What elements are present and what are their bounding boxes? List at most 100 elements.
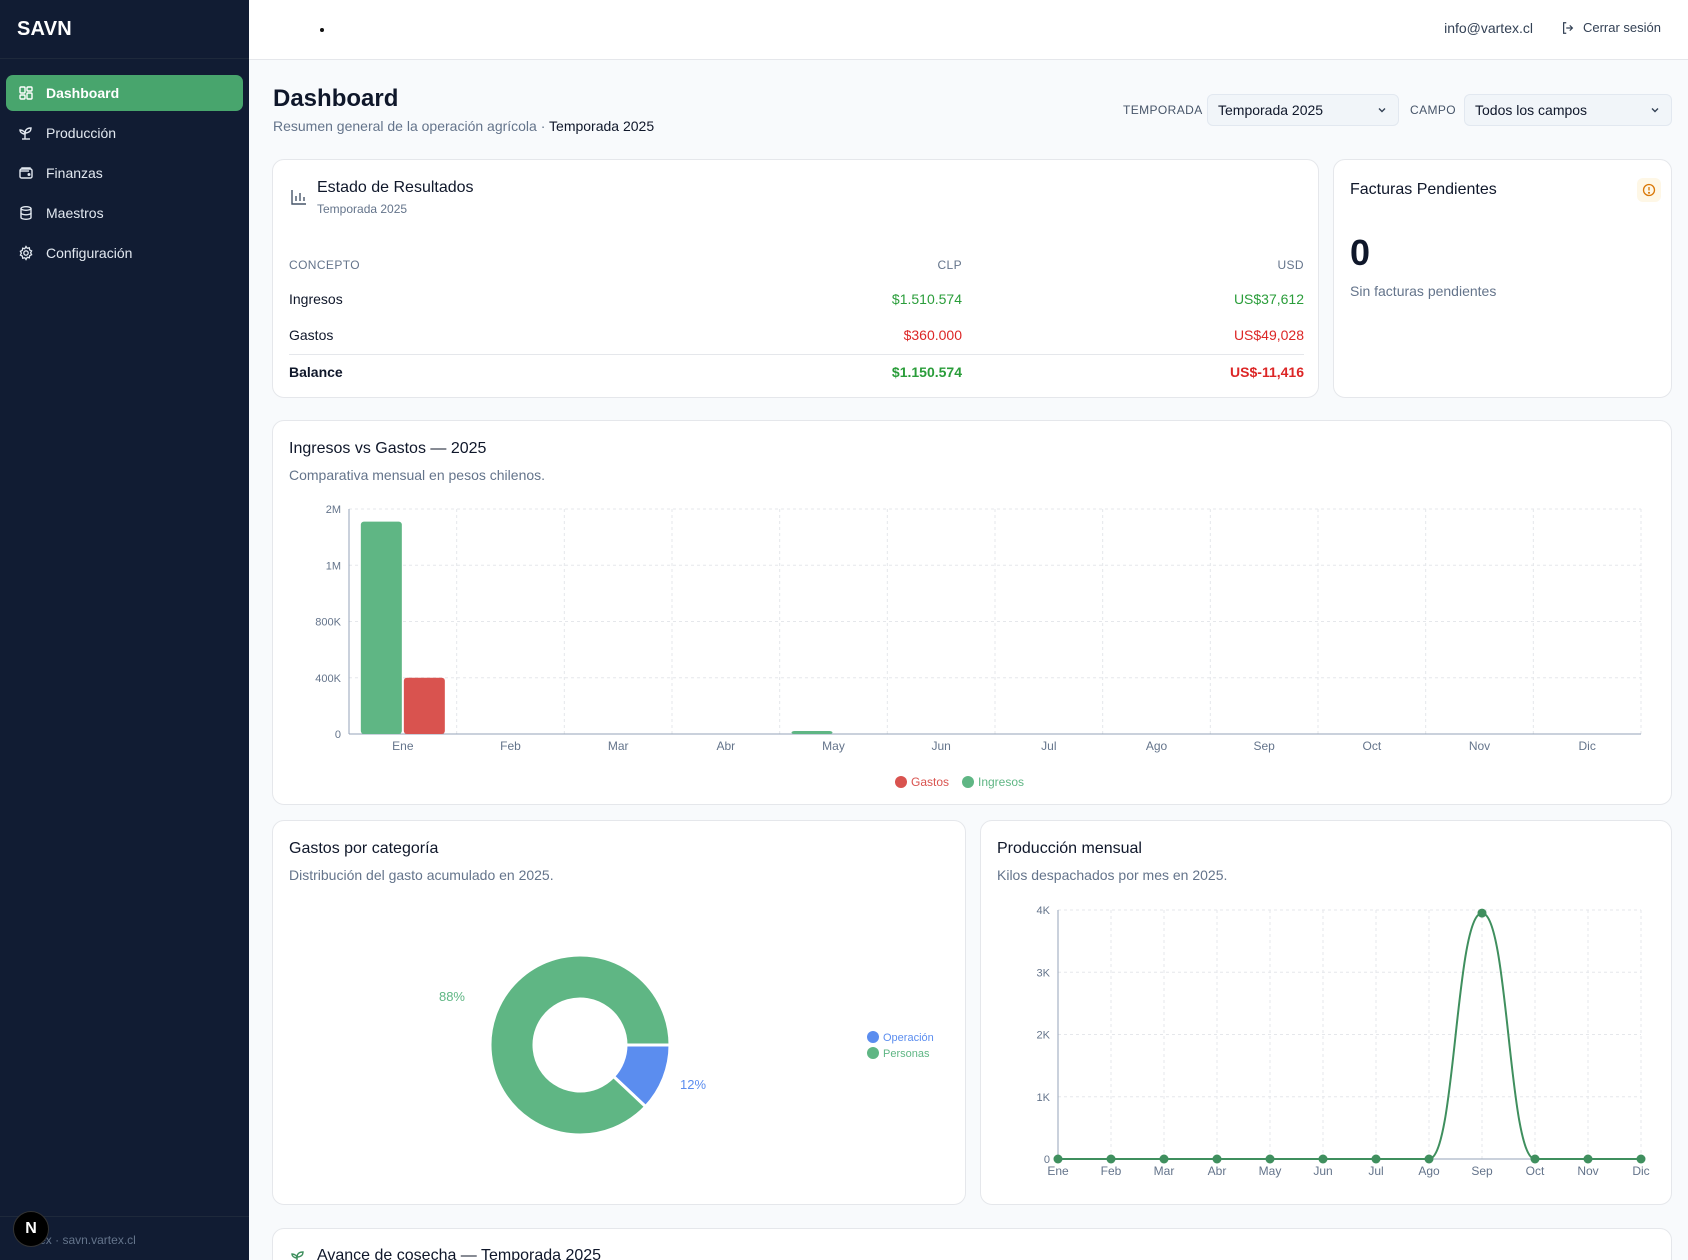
chart-title: Producción mensual	[997, 840, 1142, 857]
column-header: CLP	[937, 258, 962, 272]
dashboard-icon	[18, 85, 34, 101]
x-tick-label: Sep	[1253, 739, 1275, 753]
y-tick-label: 0	[1044, 1154, 1050, 1166]
y-tick-label: 800K	[315, 617, 341, 629]
data-point	[1265, 1154, 1275, 1164]
data-point	[1636, 1154, 1646, 1164]
sidebar-item-configuracion[interactable]: Configuración	[6, 235, 243, 271]
row-concept: Balance	[289, 364, 343, 380]
x-tick-label: Nov	[1577, 1164, 1598, 1178]
sprout-icon	[291, 1251, 304, 1260]
x-tick-label: Sep	[1471, 1164, 1493, 1178]
x-tick-label: Ene	[392, 739, 414, 753]
x-tick-label: Oct	[1526, 1164, 1545, 1178]
ingresos-gastos-card: Ingresos vs Gastos — 2025 Comparativa me…	[272, 420, 1672, 805]
x-tick-label: Feb	[500, 739, 521, 753]
sidebar-item-dashboard[interactable]: Dashboard	[6, 75, 243, 111]
gear-icon	[18, 245, 34, 261]
legend-label-personas: Personas	[883, 1048, 930, 1060]
chevron-down-icon	[1651, 108, 1659, 113]
pie-slice-personas	[488, 953, 672, 1137]
field-select-value: Todos los campos	[1475, 102, 1588, 118]
wallet-icon	[18, 165, 34, 181]
table-row: Ingresos $1.510.574 US$37,612	[289, 282, 1304, 318]
sidebar-item-label: Producción	[46, 125, 117, 141]
bar-gastos	[403, 677, 445, 734]
x-tick-label: May	[822, 739, 845, 753]
sidebar-item-finanzas[interactable]: Finanzas	[6, 155, 243, 191]
facturas-count: 0	[1350, 232, 1371, 273]
sidebar-item-maestros[interactable]: Maestros	[6, 195, 243, 231]
page-subtitle-season: Temporada 2025	[549, 118, 655, 134]
row-usd: US$37,612	[1233, 291, 1304, 307]
x-tick-label: Jun	[1313, 1164, 1332, 1178]
y-tick-label: 2M	[326, 504, 341, 516]
ingresos-gastos-chart: 0 400K 800K 1M 2M Ene Feb Mar Abr May Jun Jul Ago Sep…	[315, 504, 1642, 789]
row-concept: Gastos	[289, 327, 334, 343]
row-usd: US$49,028	[1233, 327, 1304, 343]
x-tick-label: Nov	[1469, 739, 1490, 753]
y-tick-label: 1M	[326, 560, 341, 572]
gastos-categoria-card: Gastos por categoría Distribución del ga…	[272, 820, 966, 1205]
logout-button[interactable]: Cerrar sesión	[1561, 20, 1661, 35]
sidebar-item-produccion[interactable]: Producción	[6, 115, 243, 151]
y-tick-label: 4K	[1037, 905, 1051, 917]
gastos-categoria-chart: 88% 12% Operación Personas	[439, 953, 934, 1137]
estado-resultados-card: Estado de Resultados Temporada 2025 CONC…	[272, 159, 1319, 398]
page-subtitle: Resumen general de la operación agrícola…	[273, 118, 654, 134]
estado-title: Estado de Resultados	[317, 179, 474, 196]
season-select[interactable]: Temporada 2025	[1207, 94, 1399, 126]
x-tick-label: Ago	[1418, 1164, 1440, 1178]
x-tick-label: Feb	[1101, 1164, 1122, 1178]
legend-label-operacion: Operación	[883, 1032, 934, 1044]
estado-subtitle: Temporada 2025	[317, 202, 408, 216]
sidebar-item-label: Finanzas	[46, 165, 103, 181]
user-email: info@vartex.cl	[1444, 20, 1533, 36]
data-point	[1371, 1154, 1381, 1164]
facturas-note: Sin facturas pendientes	[1350, 283, 1497, 299]
row-clp: $360.000	[903, 327, 962, 343]
x-tick-label: Dic	[1632, 1164, 1649, 1178]
chart-title: Gastos por categoría	[289, 840, 439, 857]
page-title: Dashboard	[273, 85, 399, 112]
x-tick-label: Jul	[1041, 739, 1056, 753]
data-point	[1530, 1154, 1540, 1164]
data-point	[1212, 1154, 1222, 1164]
brand-logo[interactable]: SAVN	[0, 0, 249, 59]
next-dev-badge[interactable]: N	[13, 1211, 49, 1247]
x-tick-label: Ene	[1047, 1164, 1069, 1178]
table-row: Gastos $360.000 US$49,028	[289, 318, 1304, 354]
sidebar-item-label: Dashboard	[46, 85, 120, 101]
data-point	[1318, 1154, 1328, 1164]
alert-icon	[1637, 178, 1661, 202]
database-icon	[18, 205, 34, 221]
legend-marker-ingresos	[962, 776, 974, 788]
season-filter-label: TEMPORADA	[1123, 103, 1203, 117]
y-tick-label: 3K	[1037, 967, 1051, 979]
bar-chart-icon	[291, 190, 306, 205]
topbar-dot	[320, 28, 324, 32]
table-header: CONCEPTO CLP USD	[289, 246, 1304, 282]
field-select[interactable]: Todos los campos	[1464, 94, 1672, 126]
row-clp: $1.510.574	[891, 291, 962, 307]
data-point	[1583, 1154, 1593, 1164]
x-tick-label: Abr	[1208, 1164, 1227, 1178]
legend-marker-operacion	[867, 1031, 879, 1043]
data-point	[1159, 1154, 1169, 1164]
x-tick-label: Mar	[1154, 1164, 1175, 1178]
row-usd: US$-11,416	[1230, 364, 1304, 380]
sidebar: SAVN Dashboard Producción Finanzas Maest…	[0, 0, 249, 1260]
x-tick-label: Ago	[1146, 739, 1168, 753]
x-tick-label: Dic	[1578, 739, 1595, 753]
data-point	[1053, 1154, 1063, 1164]
data-point	[1106, 1154, 1116, 1164]
x-tick-label: Mar	[608, 739, 629, 753]
sidebar-nav: Dashboard Producción Finanzas Maestros C…	[0, 59, 249, 271]
chevron-down-icon	[1378, 108, 1386, 113]
column-header: CONCEPTO	[289, 258, 360, 272]
series-line	[1057, 912, 1641, 1160]
chart-title: Ingresos vs Gastos — 2025	[289, 440, 487, 457]
field-filter-label: CAMPO	[1410, 103, 1457, 117]
sidebar-item-label: Maestros	[46, 205, 104, 221]
estado-table: CONCEPTO CLP USD Ingresos $1.510.574 US$…	[289, 246, 1304, 390]
